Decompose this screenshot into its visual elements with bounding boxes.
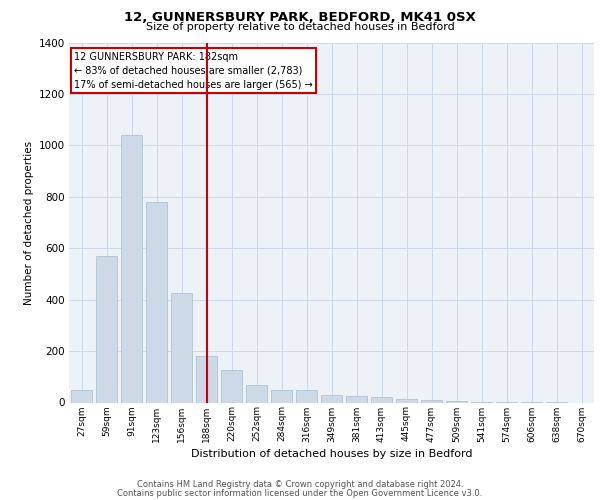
Bar [346,396,367,402]
Bar [96,256,117,402]
Text: 12, GUNNERSBURY PARK, BEDFORD, MK41 0SX: 12, GUNNERSBURY PARK, BEDFORD, MK41 0SX [124,11,476,24]
Bar [246,384,267,402]
Bar [321,395,342,402]
Text: Contains public sector information licensed under the Open Government Licence v3: Contains public sector information licen… [118,488,482,498]
Bar [271,390,292,402]
Text: 12 GUNNERSBURY PARK: 182sqm
← 83% of detached houses are smaller (2,783)
17% of : 12 GUNNERSBURY PARK: 182sqm ← 83% of det… [74,52,313,90]
Text: Size of property relative to detached houses in Bedford: Size of property relative to detached ho… [146,22,454,32]
X-axis label: Distribution of detached houses by size in Bedford: Distribution of detached houses by size … [191,448,472,458]
Bar [121,135,142,402]
Bar [371,398,392,402]
Bar [221,370,242,402]
Bar [421,400,442,402]
Bar [171,293,192,403]
Bar [146,202,167,402]
Y-axis label: Number of detached properties: Number of detached properties [25,140,34,304]
Bar [196,356,217,403]
Bar [71,390,92,402]
Bar [396,398,417,402]
Bar [296,390,317,402]
Text: Contains HM Land Registry data © Crown copyright and database right 2024.: Contains HM Land Registry data © Crown c… [137,480,463,489]
Bar [446,401,467,402]
